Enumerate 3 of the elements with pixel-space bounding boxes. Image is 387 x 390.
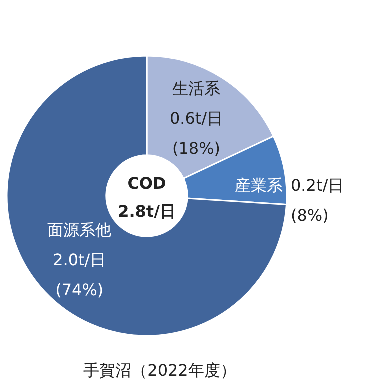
annotation: 2.8t/日 [118,202,176,221]
title: 手賀沼（2022年度） [84,361,236,380]
annotation: COD [128,174,166,193]
